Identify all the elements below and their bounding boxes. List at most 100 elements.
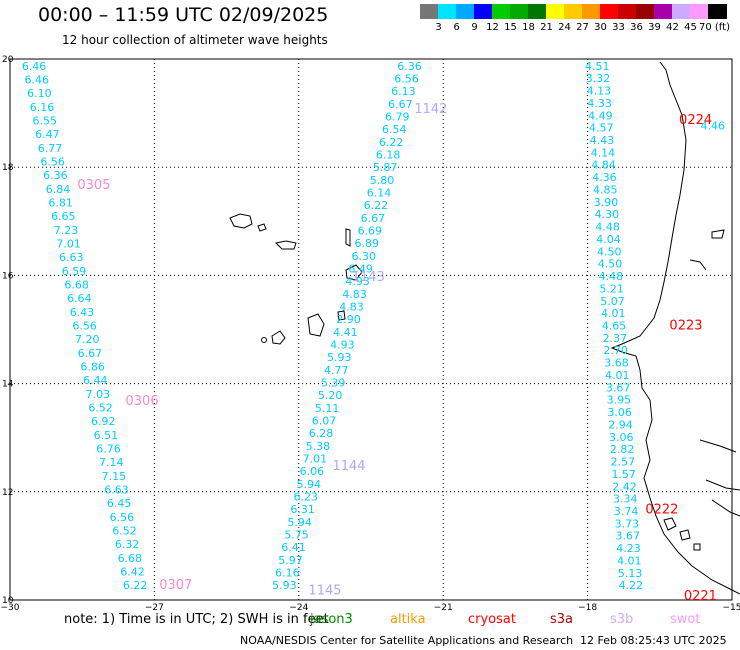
island-sal <box>345 228 351 247</box>
legend-swatch <box>618 4 637 19</box>
wave-height-value: 6.81 <box>48 196 73 209</box>
orbit-number-label: 1144 <box>332 459 365 474</box>
wave-height-value: 6.23 <box>293 491 318 504</box>
wave-height-value: 6.56 <box>40 155 65 168</box>
wave-height-value: 6.76 <box>96 443 121 456</box>
wave-height-value: 6.63 <box>104 484 129 497</box>
satellite-note: note: 1) Time is in UTC; 2) SWH is in fe… <box>64 612 700 627</box>
wave-height-value: 4.33 <box>587 97 612 110</box>
legend-swatch <box>564 4 583 19</box>
wave-height-value: 3.68 <box>604 357 629 370</box>
legend-label: 18 <box>522 22 535 33</box>
legend-swatch <box>474 4 493 19</box>
legend-label: 42 <box>666 22 679 33</box>
wave-height-value: 3.34 <box>613 493 638 506</box>
wave-height-value: 2.37 <box>603 332 628 345</box>
wave-height-value: 6.77 <box>38 142 63 155</box>
wave-height-value: 2.57 <box>611 456 636 469</box>
orbit-number-label: 0305 <box>77 178 110 193</box>
wave-height-value: 6.56 <box>72 320 97 333</box>
wave-height-value: 4.48 <box>599 270 624 283</box>
y-tick-label: 10 <box>2 596 14 606</box>
y-tick-label: 16 <box>2 271 14 281</box>
wave-height-value: 6.92 <box>91 415 116 428</box>
wave-height-value: 2.42 <box>612 480 637 493</box>
wave-height-value: 3.90 <box>594 196 619 209</box>
wave-height-value: 6.64 <box>67 292 92 305</box>
wave-height-value: 4.23 <box>616 542 641 555</box>
legend-swatch <box>492 4 511 19</box>
wave-height-value: 4.01 <box>605 369 630 382</box>
wave-height-value: 4.41 <box>333 326 358 339</box>
wave-height-value: 5.97 <box>278 554 303 567</box>
wave-height-value: 4.83 <box>339 300 364 313</box>
wave-height-value: 4.57 <box>589 122 614 135</box>
legend-swatch <box>672 4 691 19</box>
wave-height-value: 6.55 <box>32 114 57 127</box>
wave-height-value: 2.82 <box>610 443 635 456</box>
wave-height-value: 4.84 <box>591 159 616 172</box>
legend-label: 27 <box>576 22 589 33</box>
wave-height-value: 7.01 <box>303 453 328 466</box>
wave-height-value: 6.14 <box>367 186 392 199</box>
wave-height-value: 6.67 <box>388 98 413 111</box>
wave-height-value: 4.50 <box>597 245 622 258</box>
legend-swatch <box>510 4 529 19</box>
wave-height-value: 4.14 <box>591 146 616 159</box>
legend-label: 70 (ft) <box>699 22 730 33</box>
orbit-number-label: 0224 <box>679 113 712 128</box>
wave-height-value: 4.01 <box>601 307 626 320</box>
wave-height-value: 4.04 <box>596 233 621 246</box>
legend-swatch <box>528 4 547 19</box>
x-tick-label: −15 <box>723 603 740 613</box>
orbit-number-label: 0306 <box>126 394 159 409</box>
footer-credit: NOAA/NESDIS Center for Satellite Applica… <box>240 634 574 647</box>
wave-height-value: 7.23 <box>54 224 79 237</box>
orbit-number-label: 1145 <box>308 584 341 599</box>
legend-swatch <box>636 4 655 19</box>
legend-label: 45 <box>684 22 697 33</box>
wave-height-value: 3.73 <box>615 517 640 530</box>
wave-height-value: 6.18 <box>376 148 401 161</box>
wave-height-value: 6.59 <box>62 265 87 278</box>
wave-height-value: 4.83 <box>342 288 367 301</box>
legend-swatch <box>456 4 475 19</box>
wave-height-value: 4.43 <box>590 134 615 147</box>
wave-height-value: 5.11 <box>315 402 340 415</box>
wave-height-value: 7.15 <box>102 470 127 483</box>
satellite-name: s3a <box>550 612 574 627</box>
wave-height-value: 4.46 <box>700 119 725 132</box>
wave-height-value: 6.16 <box>275 567 300 580</box>
inland-river <box>689 259 707 271</box>
wave-height-value: 5.13 <box>618 567 643 580</box>
wave-height-value: 6.06 <box>300 465 325 478</box>
wave-height-value: 6.22 <box>123 579 148 592</box>
satellite-name: s3b <box>610 612 634 627</box>
wave-height-value: 6.46 <box>22 60 47 73</box>
wave-height-value: 6.67 <box>361 212 386 225</box>
wave-height-value: 4.51 <box>585 60 610 73</box>
wave-height-value: 6.07 <box>312 415 337 428</box>
legend-swatch <box>600 4 619 19</box>
wave-height-value: 2.90 <box>336 313 361 326</box>
legend-label: 24 <box>558 22 571 33</box>
orbit-number-label: 0222 <box>645 502 678 517</box>
orbit-number-label: 1142 <box>414 102 447 117</box>
wave-height-value: 5.93 <box>272 579 297 592</box>
wave-height-value: 6.31 <box>290 503 315 516</box>
x-tick-label: −18 <box>578 603 597 613</box>
inland-lake <box>711 229 725 239</box>
wave-height-value: 5.94 <box>297 478 322 491</box>
map-frame <box>9 58 733 601</box>
y-tick-label: 12 <box>2 488 13 498</box>
wave-height-value: 4.13 <box>587 85 612 98</box>
wave-height-value: 6.36 <box>397 60 422 73</box>
legend-label: 30 <box>594 22 607 33</box>
wave-height-value: 6.49 <box>348 262 373 275</box>
orbit-labels: 1142 1143 1144 1145 0305 0306 0307 0224 0223 0222… <box>77 102 717 604</box>
wave-height-value: 4.50 <box>598 258 623 271</box>
legend-label: 6 <box>453 22 460 33</box>
legend-swatch <box>438 4 457 19</box>
wave-height-value: 6.10 <box>27 87 52 100</box>
